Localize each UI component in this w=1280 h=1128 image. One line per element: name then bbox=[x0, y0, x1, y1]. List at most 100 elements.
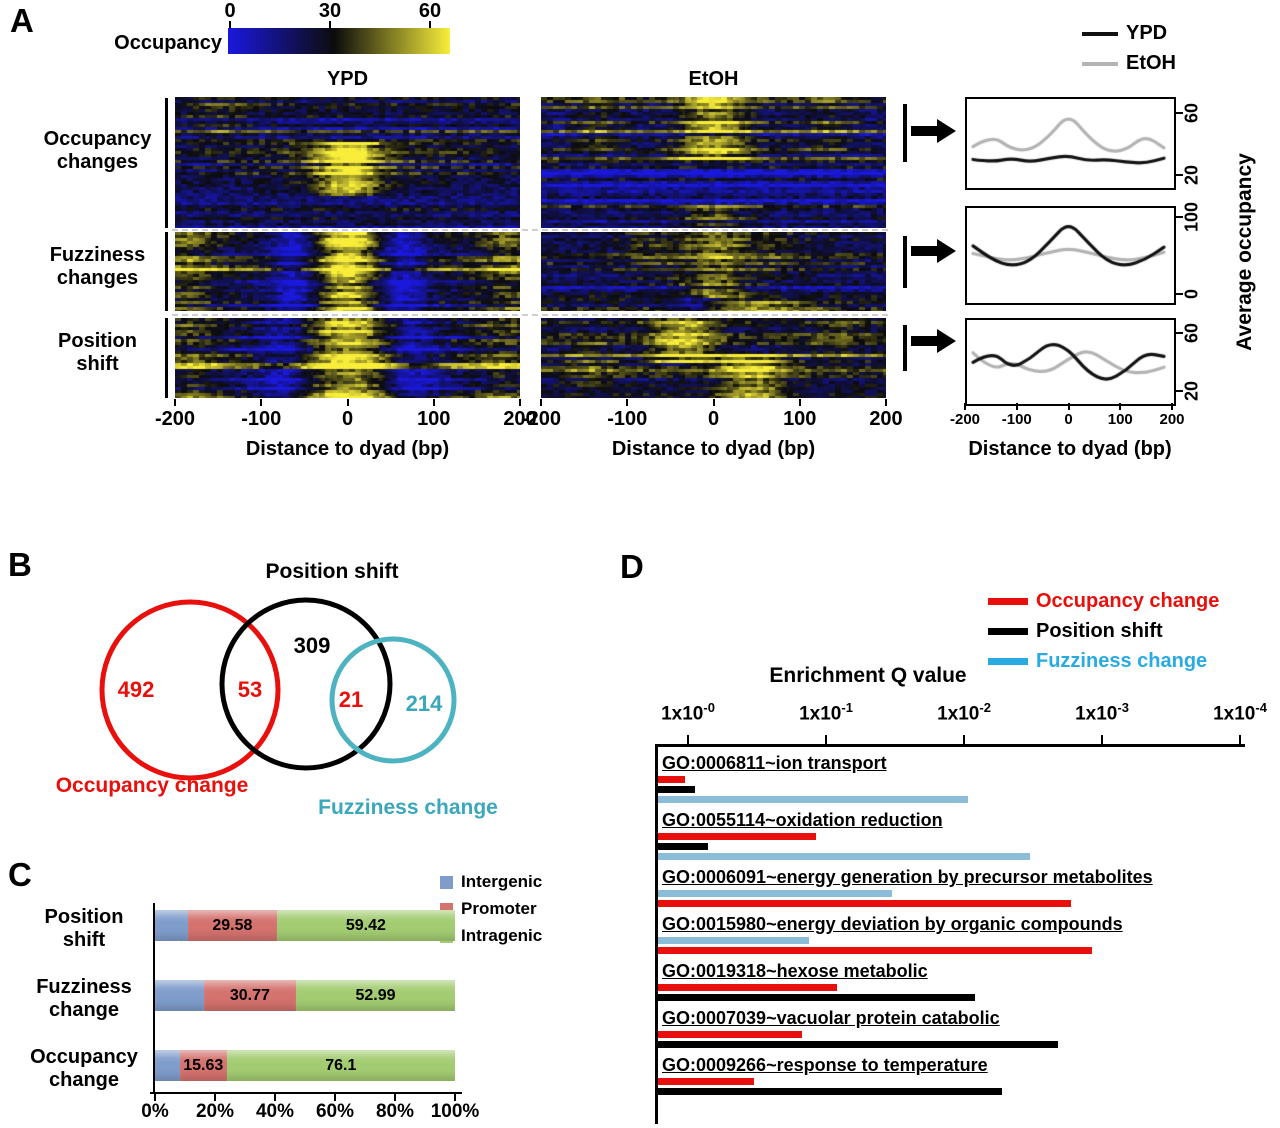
x-axis-tick-label: 200 bbox=[503, 408, 537, 430]
average-occupancy-plot-occupancy-changes bbox=[965, 97, 1176, 190]
bar-segment-intragenic: 76.1 bbox=[226, 1050, 455, 1081]
legend-item: Fuzziness change bbox=[988, 650, 1219, 673]
selection-bracket bbox=[903, 236, 907, 288]
panel-b-label: B bbox=[8, 546, 32, 583]
panel-c-label: C bbox=[8, 856, 32, 893]
axis-tick-mark bbox=[519, 399, 521, 406]
q-axis-tick-mark bbox=[963, 735, 965, 744]
x-axis-tick-label: 200 bbox=[869, 408, 903, 430]
heatmap-position-shift-ypd bbox=[175, 318, 520, 398]
axis-tick-mark bbox=[1015, 403, 1018, 410]
enrichment-bar-fuzziness-change bbox=[658, 796, 968, 803]
x-axis-tick-label: -100 bbox=[241, 408, 282, 430]
q-axis-tick-label: 1x10-0 bbox=[661, 700, 715, 725]
enrichment-bar-position-shift bbox=[658, 843, 709, 850]
q-axis-tick-mark bbox=[1101, 735, 1103, 744]
heatmap-occupancy-changes-ypd bbox=[175, 97, 520, 228]
bar-value-label: 76.1 bbox=[325, 1056, 357, 1074]
q-axis-tick-mark bbox=[1239, 735, 1241, 744]
legend-label: EtOH bbox=[1126, 52, 1176, 74]
x-axis-tick-labels: -200 -100 0 100 200 bbox=[950, 411, 1185, 431]
row-separator bbox=[172, 314, 888, 316]
stacked-bar-plot: 29.58 59.42 30.77 52.99 15.63 76.1 bbox=[155, 908, 460, 1094]
x-axis-tick-label: 100 bbox=[1107, 411, 1133, 428]
y-axis-tick-label: 20 bbox=[1181, 164, 1202, 185]
y-axis-tick-label: 100 bbox=[1181, 202, 1202, 233]
panel-a-label: A bbox=[10, 2, 34, 39]
legend-swatch bbox=[988, 628, 1028, 635]
average-occupancy-plot-position-shift bbox=[965, 318, 1176, 406]
go-term-label: GO:0006811~ion transport bbox=[662, 753, 887, 773]
x-axis-tick-marks bbox=[154, 1094, 456, 1101]
enrichment-bar-occupancy-change bbox=[658, 900, 1072, 907]
stacked-bar-row: 29.58 59.42 bbox=[155, 910, 455, 941]
enrichment-bar-occupancy-change bbox=[658, 1031, 803, 1038]
legend-swatch bbox=[440, 875, 453, 889]
bar-value-label: 30.77 bbox=[229, 986, 270, 1004]
enrichment-bar-occupancy-change bbox=[658, 947, 1092, 954]
venn-count-occupancy-only: 492 bbox=[117, 677, 155, 702]
axis-tick-mark bbox=[174, 399, 176, 406]
y-axis-tick-mark bbox=[1176, 173, 1183, 176]
axis-tick-mark bbox=[1171, 403, 1173, 410]
enrichment-bar-position-shift bbox=[658, 1041, 1058, 1048]
stacked-bar-legend: Intergenic Promoter Intragenic bbox=[440, 872, 542, 953]
bar-segment-promoter: 30.77 bbox=[203, 980, 297, 1011]
enrichment-bar-occupancy-change bbox=[658, 833, 816, 840]
bar-value-label: 59.42 bbox=[345, 916, 386, 934]
heatmap-occupancy-changes-etoh bbox=[541, 97, 886, 228]
legend-swatch bbox=[988, 598, 1028, 605]
q-axis-tick-mark bbox=[687, 735, 689, 744]
bar-segment-intergenic bbox=[155, 1050, 180, 1081]
bar-value-label: 52.99 bbox=[355, 986, 396, 1004]
go-term-label: GO:0015980~energy deviation by organic c… bbox=[662, 914, 1123, 934]
y-axis-line bbox=[153, 903, 155, 1093]
colorbar-tick-label: 30 bbox=[318, 0, 342, 22]
colorbar-tick-label: 0 bbox=[224, 0, 236, 22]
legend-swatch bbox=[1082, 61, 1118, 66]
bar-category-position-shift: Position shift bbox=[44, 906, 124, 951]
axis-tick-mark bbox=[274, 1094, 276, 1101]
axis-tick-mark bbox=[885, 399, 887, 406]
panel-d-label: D bbox=[620, 548, 644, 585]
x-axis-tick-label: 0 bbox=[1064, 411, 1073, 428]
row-bracket bbox=[165, 232, 168, 311]
venn-count-position-and-fuzziness: 21 bbox=[338, 687, 364, 712]
enrichment-bar-position-shift bbox=[658, 1088, 1003, 1095]
x-axis-tick-label: 0% bbox=[141, 1101, 169, 1122]
x-axis-tick-label: 200 bbox=[1159, 411, 1185, 428]
venn-panel: Position shift 492 53 309 21 214 Occupan… bbox=[0, 548, 570, 848]
x-axis-tick-label: -100 bbox=[1001, 411, 1032, 428]
arrow-icon bbox=[911, 239, 957, 263]
bar-segment-intergenic bbox=[155, 980, 204, 1011]
go-term-group: GO:0015980~energy deviation by organic c… bbox=[658, 914, 1276, 954]
q-value-axis-title: Enrichment Q value bbox=[769, 664, 967, 687]
q-axis-tick-label: 1x10-4 bbox=[1213, 700, 1267, 725]
row-label-position-shift: Position shift bbox=[58, 330, 137, 375]
legend-item: Occupancy change bbox=[988, 590, 1219, 613]
x-axis-tick-labels: 0% 20% 40% 60% 80% 100% bbox=[141, 1101, 479, 1126]
go-terms-axis-line bbox=[655, 744, 658, 1124]
axis-tick-mark bbox=[229, 21, 231, 28]
go-term-label: GO:0055114~oxidation reduction bbox=[662, 810, 943, 830]
x-axis-tick-labels: -200 -100 0 100 200 bbox=[155, 408, 537, 432]
y-axis-tick-mark bbox=[1176, 216, 1183, 219]
enrichment-bar-occupancy-change bbox=[658, 776, 685, 783]
axis-tick-mark bbox=[154, 1094, 156, 1101]
go-term-group: GO:0006811~ion transport bbox=[658, 753, 1276, 803]
legend-item: Intergenic bbox=[440, 872, 542, 892]
enrichment-bar-position-shift bbox=[658, 786, 695, 793]
line-plot-legend: YPD EtOH bbox=[1082, 22, 1176, 82]
axis-tick-mark bbox=[329, 21, 331, 28]
x-axis-title: Distance to dyad (bp) bbox=[245, 438, 450, 460]
axis-tick-mark bbox=[1119, 403, 1122, 410]
x-axis-tick-label: 60% bbox=[315, 1101, 355, 1122]
arrow-icon bbox=[911, 329, 957, 353]
bar-value-label: 15.63 bbox=[183, 1056, 224, 1074]
x-axis-tick-label: 0 bbox=[341, 408, 354, 430]
colorbar-tick-label: 60 bbox=[418, 0, 442, 22]
legend-swatch bbox=[988, 658, 1028, 665]
q-axis-tick-label: 1x10-1 bbox=[799, 700, 853, 725]
enrichment-bar-occupancy-change bbox=[658, 1078, 754, 1085]
